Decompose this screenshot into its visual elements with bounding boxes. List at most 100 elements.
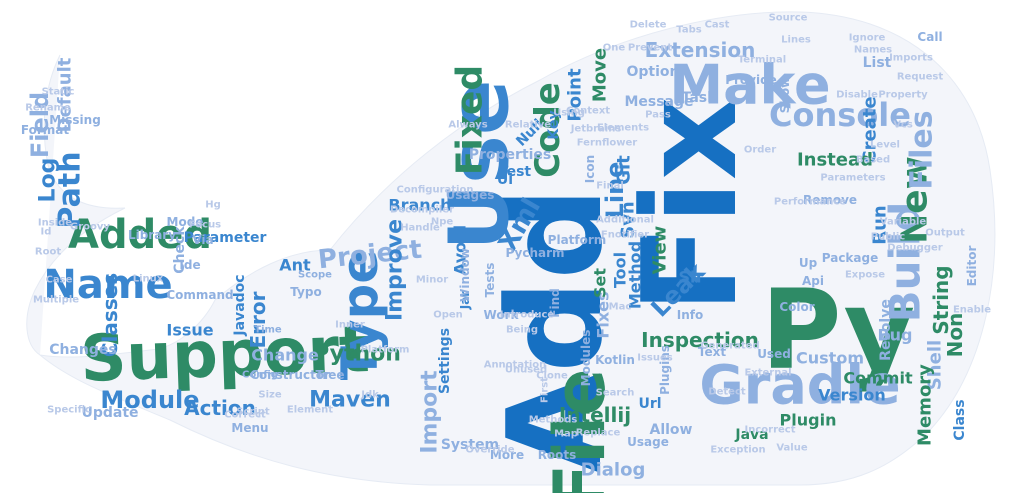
word-up: Up [799,256,818,270]
word-property: Property [878,90,928,101]
word-avoid: Avoid [451,225,470,275]
word-parameter: Parameter [184,230,267,246]
word-console: Console [769,96,911,134]
word-typo: Typo [290,285,321,299]
word-method: Method [626,241,645,309]
word-type: Type [331,250,389,380]
word-add: Add [479,187,631,474]
word-instead: Instead [797,150,873,171]
word-correct: Correct [224,410,266,421]
word-default: Default [55,57,76,132]
word-file: File [539,368,621,493]
word-package: Package [822,251,879,265]
word-pass: Pass [645,110,671,121]
word-issue: Issue [166,321,213,340]
word-window: Window [458,248,472,302]
word-multiple: Multiple [33,295,79,306]
word-code: Code [528,82,568,178]
word-python: Python [313,342,401,367]
word-maven: Maven [309,388,391,413]
word-pycharm: Pycharm [505,246,564,260]
word-check: Check [172,226,188,274]
word-jetbrains: Jetbrains [570,124,622,135]
word-name: Name [43,262,172,308]
word-ide: Ide [179,258,200,272]
word-editor: Editor [965,246,979,287]
word-focus: Focus [189,220,221,231]
word-plugin: Plugin [780,411,837,430]
word-action: Action [184,396,256,420]
word-files: Files [905,110,940,189]
word-move: Move [590,48,611,102]
word-expose: Expose [845,270,885,281]
word-commit: Commit [843,369,913,388]
word-config: Config [242,370,278,381]
word-create: Create [860,96,881,163]
word-value: Value [776,443,807,454]
word-git: Git [614,155,635,185]
word-variable: Variable [880,217,927,228]
word-size: Size [258,390,281,401]
word-tree: Tree [315,368,344,382]
word-delete: Delete [630,20,667,31]
word-tool: Tool [611,252,630,288]
word-disable: Disable [836,90,878,101]
word-external: External [744,368,791,379]
word-module: Module [100,386,199,414]
word-url: Url [638,396,661,412]
word-mode: Mode [167,215,204,229]
word-point: Point [565,68,586,122]
word-fixes: Fixes [594,291,613,338]
word-root: Root [35,247,61,258]
word-library: Library [128,228,176,242]
word-java: Java [734,427,768,443]
word-svn: Svn [618,201,639,239]
word-tests: Tests [483,263,497,298]
word-incorrect: Incorrect [745,425,796,436]
word-sh: Sh [679,268,702,287]
word-call: Call [917,30,942,44]
whale-silhouette [26,11,996,486]
word-list: List [863,55,892,71]
word-string: String [929,265,953,334]
word-key: Key [546,110,562,139]
word-task: Task [682,90,718,106]
word-search: Search [596,388,635,399]
word-groovy: Groovy [70,222,110,233]
word-platform: Platform [361,345,410,356]
word-source: Source [769,13,808,24]
word-version: Version [818,386,886,405]
word-generated: Generated [700,341,759,352]
word-output: Output [925,228,965,239]
word-via: Via [192,233,213,247]
word-terminal: Terminal [738,55,786,66]
word-order: Order [744,145,776,156]
word-log: Log [36,158,61,203]
word-more: More [490,448,524,462]
word-import: Import [418,370,443,454]
word-enable: Enable [953,305,991,316]
word-fnotifier: Fnotifier [601,230,649,241]
word-usages: Usages [446,188,495,202]
word-inside: Inside [38,218,72,229]
word-detect: Detect [708,387,746,398]
word-ignore: Ignore [849,33,886,44]
word-clone: Clone [536,371,568,382]
word-performance: Performance [774,197,846,208]
word-show: Show [778,77,792,114]
word-changes: Changes [49,342,117,358]
word-minor: Minor [416,275,448,286]
word-resolve: Resolve [878,299,894,361]
word-vcs: Vcs [893,120,913,131]
word-properties: Properties [469,147,552,163]
word-handle: Handle [400,223,440,234]
word-change: Change [251,346,319,365]
word-platform: Platform [548,233,607,247]
word-issues: Issues [637,353,673,364]
word-final: Final [596,181,624,192]
word-inner: Inner [335,320,365,331]
word-specific: Specific [47,405,91,416]
word-exception: Exception [710,445,765,456]
word-relative: Relative [505,120,551,131]
